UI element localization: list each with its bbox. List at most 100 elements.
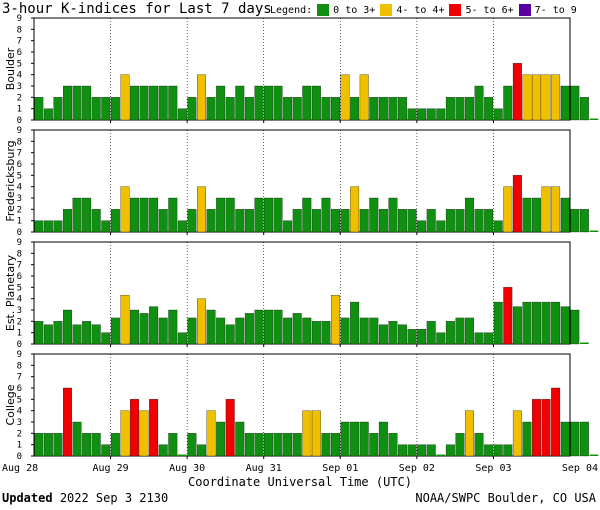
updated-label: Updated (2, 491, 53, 505)
k-bar (72, 85, 82, 121)
k-bar (369, 317, 379, 345)
x-tick-label: Aug 28 (2, 463, 38, 474)
k-bar (311, 410, 321, 457)
k-bar (34, 321, 44, 345)
k-bar (436, 454, 446, 456)
k-bar (225, 97, 235, 121)
k-bar (532, 399, 541, 457)
y-tick-label: 0 (17, 116, 22, 126)
k-bar (168, 85, 178, 121)
k-bar (407, 444, 417, 457)
k-bar (369, 97, 379, 121)
k-bar (158, 444, 168, 457)
k-bar (541, 301, 551, 345)
k-bar (350, 186, 360, 233)
k-bar (225, 324, 235, 345)
legend-item-0-to-3: 0 to 3+ (317, 4, 375, 16)
k-bar (130, 197, 139, 233)
k-bar (43, 108, 53, 121)
k-bar (579, 209, 589, 233)
k-bar (139, 313, 149, 345)
k-bar (455, 209, 465, 233)
k-bar (82, 197, 92, 233)
legend: Legend: 0 to 3+ 4- to 4+ 5- to 6+ 7- to … (270, 4, 577, 16)
k-bar (311, 85, 321, 121)
y-tick-label: 6 (17, 272, 22, 282)
y-tick-label: 0 (17, 228, 22, 238)
k-bar (283, 97, 293, 121)
k-bar (120, 74, 130, 121)
k-bar (436, 108, 446, 121)
k-bar (532, 74, 541, 121)
k-bar (426, 444, 436, 457)
k-bar (264, 85, 273, 121)
k-bar (254, 309, 264, 345)
k-bar (177, 220, 187, 233)
k-bar (589, 230, 599, 232)
k-bar (398, 324, 407, 345)
k-bar (378, 209, 388, 233)
y-tick-label: 6 (17, 160, 22, 170)
k-bar (110, 317, 120, 345)
k-bar (130, 85, 139, 121)
k-bar (359, 421, 369, 457)
k-bar (63, 387, 72, 457)
y-tick-label: 3 (17, 194, 22, 204)
k-bar (350, 301, 360, 345)
k-bar (235, 209, 245, 233)
k-bar (273, 197, 283, 233)
k-bar (187, 433, 197, 457)
k-bar (264, 433, 273, 457)
k-bar (512, 410, 522, 457)
k-bar (522, 74, 532, 121)
y-tick-label: 1 (17, 441, 22, 451)
k-bar (120, 410, 130, 457)
k-bar (244, 433, 254, 457)
k-bar (302, 85, 312, 121)
source-credit: NOAA/SWPC Boulder, CO USA (415, 491, 596, 505)
k-bar (216, 421, 226, 457)
k-bar (455, 433, 465, 457)
x-tick-label: Sep 04 (562, 463, 598, 474)
k-bar (484, 444, 494, 457)
y-tick-label: 4 (17, 407, 22, 417)
k-bar (34, 433, 44, 457)
k-bar (82, 433, 92, 457)
k-bar (63, 85, 72, 121)
k-bar (177, 108, 187, 121)
y-tick-label: 5 (17, 171, 22, 181)
k-bar (244, 313, 254, 345)
y-tick-label: 7 (17, 373, 22, 383)
k-bar (235, 85, 245, 121)
k-bar (340, 74, 350, 121)
legend-swatch-red (449, 4, 462, 16)
k-bar (417, 220, 427, 233)
k-bar (407, 209, 417, 233)
k-bar (503, 444, 513, 457)
k-bar (187, 209, 197, 233)
k-bar (72, 421, 82, 457)
k-bar (378, 97, 388, 121)
k-bar (82, 321, 92, 345)
station-label: College (4, 384, 17, 425)
k-bar (331, 209, 340, 233)
k-bar (465, 317, 474, 345)
y-tick-label: 1 (17, 105, 22, 115)
y-tick-label: 0 (17, 340, 22, 350)
k-bar (474, 85, 484, 121)
k-bar (445, 209, 455, 233)
k-bar (292, 433, 302, 457)
y-tick-label: 8 (17, 249, 22, 259)
k-bar (216, 197, 226, 233)
k-bar (225, 399, 235, 457)
station-label: Est. Planetary (4, 254, 17, 331)
y-tick-label: 1 (17, 217, 22, 227)
y-tick-label: 2 (17, 429, 22, 439)
k-bar (570, 85, 580, 121)
x-tick-label: Sep 03 (475, 463, 511, 474)
k-bar (158, 317, 168, 345)
k-bar (512, 306, 522, 345)
k-bar (484, 332, 494, 345)
y-tick-label: 9 (17, 350, 22, 360)
k-bar (292, 313, 302, 345)
